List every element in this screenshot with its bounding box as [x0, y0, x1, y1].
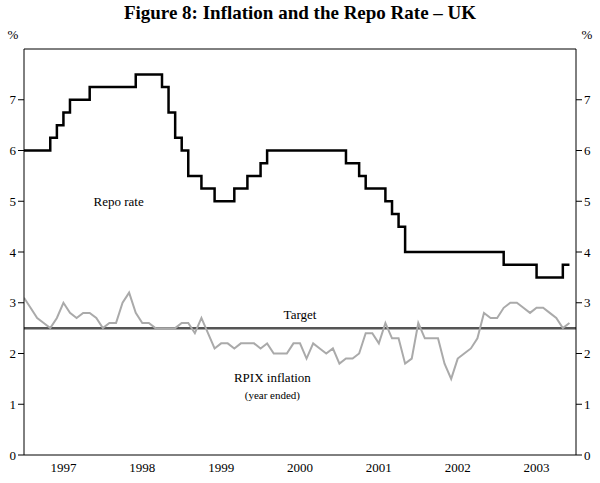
svg-text:1: 1 [584, 397, 591, 412]
svg-text:2000: 2000 [287, 460, 313, 475]
svg-text:Repo rate: Repo rate [94, 194, 144, 209]
svg-text:3: 3 [584, 295, 591, 310]
svg-text:%: % [582, 27, 592, 42]
svg-text:4: 4 [584, 245, 591, 260]
svg-text:2002: 2002 [445, 460, 471, 475]
svg-text:2: 2 [10, 346, 17, 361]
svg-text:7: 7 [584, 92, 591, 107]
svg-text:%: % [8, 27, 19, 42]
svg-text:0: 0 [584, 448, 591, 463]
svg-text:(year ended): (year ended) [245, 389, 301, 402]
html-text:Figure 8: Inflation and the Re: Figure 8: Inflation and the Repo Rate – … [123, 2, 477, 23]
svg-text:5: 5 [10, 194, 17, 209]
svg-text:1998: 1998 [129, 460, 155, 475]
svg-text:1: 1 [10, 397, 17, 412]
svg-text:4: 4 [10, 245, 17, 260]
svg-text:3: 3 [10, 295, 17, 310]
svg-text:1999: 1999 [208, 460, 234, 475]
svg-text:6: 6 [10, 143, 17, 158]
svg-text:2003: 2003 [524, 460, 550, 475]
svg-text:6: 6 [584, 143, 591, 158]
svg-text:RPIX inflation: RPIX inflation [234, 370, 311, 385]
svg-text:2001: 2001 [366, 460, 392, 475]
svg-text:2: 2 [584, 346, 591, 361]
svg-text:1997: 1997 [50, 460, 77, 475]
svg-text:7: 7 [10, 92, 17, 107]
svg-text:Target: Target [284, 307, 317, 322]
svg-text:0: 0 [10, 448, 17, 463]
svg-text:5: 5 [584, 194, 591, 209]
